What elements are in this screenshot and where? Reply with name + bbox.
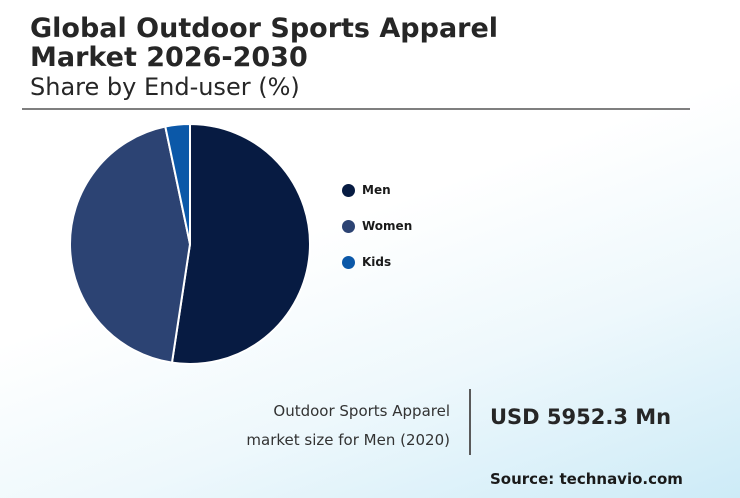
market-size-divider	[469, 389, 471, 455]
market-size-label-line2: market size for Men (2020)	[246, 431, 450, 449]
title-divider	[22, 108, 690, 110]
market-size-label-line1: Outdoor Sports Apparel	[273, 402, 450, 420]
chart-title-line2: Market 2026-2030	[30, 42, 308, 73]
legend-label-women: Women	[362, 219, 413, 233]
pie-slice-women	[69, 125, 192, 364]
chart-title-line1: Global Outdoor Sports Apparel	[30, 13, 499, 44]
market-size-value: USD 5952.3 Mn	[490, 405, 672, 429]
source-text: Source: technavio.com	[490, 470, 683, 488]
legend-label-men: Men	[362, 183, 391, 197]
chart-subtitle: Share by End-user (%)	[30, 73, 300, 101]
legend-item-women: Women	[340, 208, 412, 244]
pie-slice-men	[170, 122, 312, 365]
pie-slice-kids	[164, 122, 191, 245]
chart-legend: Men Women Kids	[340, 172, 412, 280]
legend-label-kids: Kids	[362, 255, 392, 269]
chart-title: Global Outdoor Sports Apparel Market 202…	[30, 14, 590, 72]
legend-item-men: Men	[340, 172, 412, 208]
legend-swatch-men	[342, 183, 355, 197]
legend-item-kids: Kids	[340, 244, 412, 280]
legend-swatch-kids	[342, 255, 355, 269]
market-size-label: Outdoor Sports Apparel market size for M…	[246, 397, 450, 455]
legend-swatch-women	[342, 219, 355, 233]
